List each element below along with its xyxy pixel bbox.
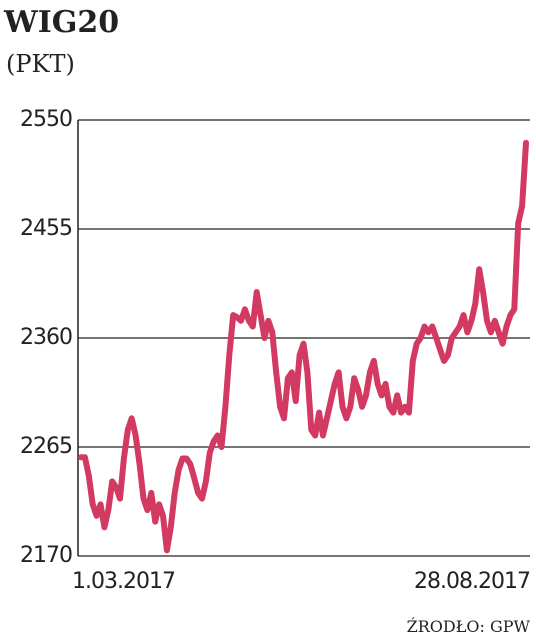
y-tick-label: 2455: [20, 216, 72, 241]
x-tick-label: 1.03.2017: [72, 569, 175, 594]
x-tick-label: 28.08.2017: [414, 569, 530, 594]
y-tick-label: 2550: [20, 107, 72, 132]
y-tick-label: 2265: [20, 434, 72, 459]
data-line: [78, 139, 529, 554]
source: ŹRODŁO: GPW: [407, 616, 531, 636]
y-tick-label: 2170: [20, 543, 72, 568]
chart-title: WIG20: [3, 5, 119, 40]
chart-subtitle: (PKT): [6, 50, 75, 78]
y-tick-label: 2360: [20, 325, 72, 350]
